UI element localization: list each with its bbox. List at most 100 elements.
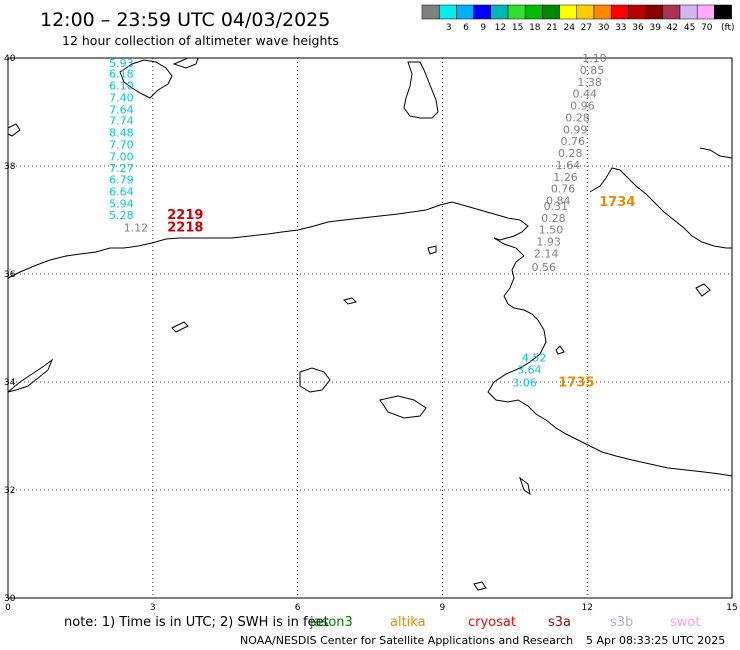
pass-time-label: 2218 [167, 221, 203, 236]
x-tick-label: 0 [5, 603, 11, 613]
legend-swatch [559, 4, 578, 20]
wave-height-value: 0.96 [570, 100, 595, 113]
wave-height-value: 6.10 [109, 80, 134, 93]
legend-swatch [610, 4, 629, 20]
satellite-legend: jason3 altika cryosat s3a s3b swot [309, 615, 700, 630]
legend-label: 12 [495, 23, 506, 33]
wave-height-value: 6.64 [109, 185, 134, 198]
legend-swatch [679, 4, 698, 20]
legend-swatch [576, 4, 595, 20]
wave-height-value: 7.00 [109, 150, 134, 163]
legend-label: 30 [598, 23, 610, 33]
malta-coastline [555, 345, 565, 355]
legend-swatch [438, 4, 457, 20]
legend-label: 18 [529, 23, 541, 33]
x-tick-label: 9 [440, 603, 446, 613]
spain-coastline [7, 123, 21, 137]
legend-swatch [628, 4, 646, 20]
wave-height-value: 0.31 [544, 200, 569, 213]
mallorca-coastline [119, 59, 173, 99]
small-island-1 [171, 321, 189, 333]
wave-height-value: 1.64 [556, 159, 581, 172]
wave-height-value: 7.70 [109, 138, 134, 151]
pass-time-label: 1735 [558, 376, 594, 391]
alboran-coastline [7, 358, 54, 393]
legend-label: 33 [615, 23, 626, 33]
legend-swatch [645, 4, 664, 20]
legend-swatch [507, 4, 526, 20]
legend-swatch [593, 4, 612, 20]
small-island-2 [343, 297, 357, 305]
wave-height-value: 7.74 [109, 115, 134, 128]
wave-height-value: 0.99 [563, 123, 588, 136]
small-island-4 [695, 283, 711, 297]
wave-height-value: 0.85 [580, 64, 605, 77]
x-axis-ticks: 0 3 6 9 12 15 [5, 603, 738, 613]
wave-height-value: 1.12 [124, 222, 149, 235]
legend-swatch [696, 4, 715, 20]
wave-height-value: 0.76 [551, 183, 576, 196]
y-tick-label: 32 [4, 486, 15, 496]
wave-height-value: 5.28 [109, 209, 134, 222]
legend-label: 70 [701, 23, 713, 33]
y-tick-label: 38 [4, 162, 16, 172]
sardinia-coastline [403, 61, 439, 119]
map-title: 12:00 – 23:59 UTC 04/03/2025 [40, 9, 330, 31]
footer-note: note: 1) Time is in UTC; 2) SWH is in fe… [64, 615, 329, 630]
wave-height-value: 0.28 [541, 212, 566, 225]
wave-height-value: 0.84 [546, 195, 571, 208]
wave-height-value: 4.52 [522, 352, 547, 365]
wave-height-value: 2.14 [534, 247, 559, 260]
wave-height-value: 0.44 [573, 88, 598, 101]
legend-swatch [473, 4, 492, 20]
legend-label: 36 [632, 23, 644, 33]
x-tick-label: 6 [295, 603, 301, 613]
lagoon-coastline [519, 476, 531, 496]
wave-height-value: 0.56 [532, 261, 557, 274]
legend-label: 24 [563, 23, 575, 33]
y-tick-label: 36 [4, 270, 16, 280]
legend-swatch [542, 4, 560, 20]
legend-label: 21 [546, 23, 557, 33]
satellite-name: cryosat [468, 615, 516, 630]
color-legend: 3 6 9 12 15 18 21 24 27 30 33 36 39 42 45 70 (ft) [421, 4, 735, 33]
wave-height-value: 7.27 [109, 162, 134, 175]
wave-height-value: 8.48 [109, 127, 134, 140]
legend-label: 6 [463, 23, 469, 33]
satellite-name: altika [390, 615, 426, 630]
wave-height-value: 0.28 [558, 147, 583, 160]
menorca-coastline [172, 57, 199, 69]
tunisia-islands [299, 367, 331, 393]
pass-time-label: 2219 [167, 208, 203, 223]
italy-coastline [699, 147, 733, 159]
map-subtitle: 12 hour collection of altimeter wave hei… [62, 33, 339, 48]
y-tick-label: 34 [4, 378, 16, 388]
legend-swatch [714, 4, 732, 20]
lampedusa-coastline [473, 581, 487, 591]
sicily-coastline [589, 167, 732, 249]
small-island-3 [427, 245, 437, 255]
wave-height-value: 5.93 [109, 57, 134, 70]
wave-height-value: 6.79 [109, 174, 134, 187]
coastlines [7, 57, 733, 591]
djerba-coastline [379, 395, 427, 419]
generation-timestamp: 5 Apr 08:33:25 UTC 2025 [586, 634, 725, 647]
legend-swatch [456, 4, 474, 20]
wave-height-value: 3.64 [517, 364, 542, 377]
legend-label: 27 [581, 23, 592, 33]
legend-label: 42 [667, 23, 678, 33]
x-tick-label: 12 [581, 603, 592, 613]
pass-time-label: 1734 [599, 195, 635, 210]
wave-height-value: 1.38 [577, 76, 602, 89]
north-africa-coastline [7, 201, 733, 477]
legend-label: 15 [512, 23, 523, 33]
wave-height-tracks: 5.936.186.107.407.647.748.487.707.007.27… [109, 52, 607, 390]
legend-swatch [421, 4, 440, 20]
x-tick-label: 15 [726, 603, 737, 613]
satellite-name: jason3 [309, 615, 353, 630]
wave-height-value: 1.50 [539, 224, 564, 237]
wave-height-value: 7.64 [109, 103, 134, 116]
legend-swatch [490, 4, 509, 20]
